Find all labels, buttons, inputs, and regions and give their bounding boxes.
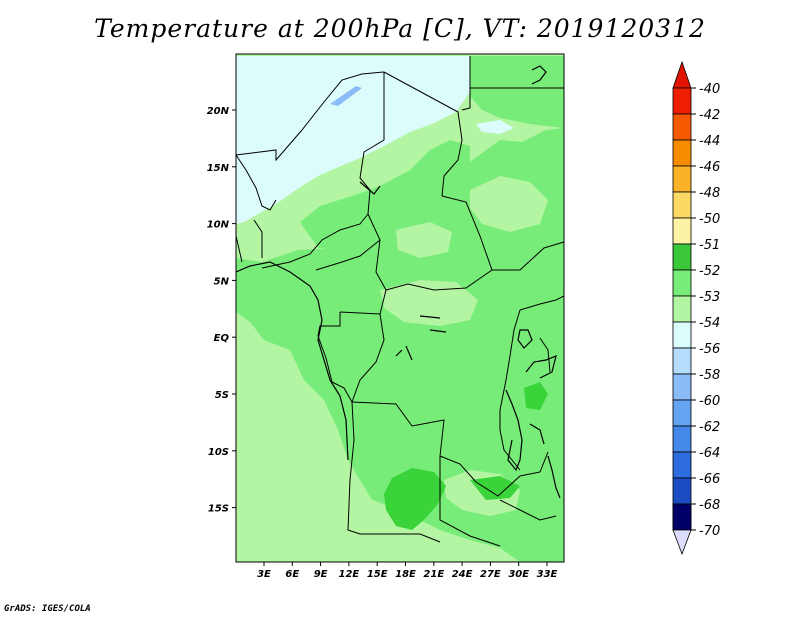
map-frame [235,53,565,563]
lon-tick-label: 21E [423,569,444,580]
lat-tick-label: EQ [214,333,230,344]
colorbar-top-triangle [672,60,692,89]
colorbar-label: -46 [699,160,720,175]
country-borders [236,56,564,547]
lon-tick-label: 12E [339,569,360,580]
field-region-m52-northeast [470,56,564,128]
colorbar-swatch [672,243,692,271]
colorbar-label: -62 [699,420,720,435]
field-region-m54-small [476,120,514,134]
colorbar-label: -52 [699,264,720,279]
longitude-axis: 3E 6E 9E 12E 15E 18E 21E 24E 27E 30E 33E [257,562,558,580]
colorbar-label: -70 [699,524,720,539]
coastlines-and-lakes [236,65,561,499]
lat-tick-label: 5S [215,390,229,401]
field-region-m53-patch-a [380,280,478,326]
colorbar-swatch [672,373,692,401]
colorbar-label: -66 [699,472,720,487]
field-region-m53-patch-b [396,222,452,258]
lat-tick-label: 5N [214,276,230,287]
field-lake-feature [330,86,362,106]
colorbar-swatch [672,165,692,193]
colorbar-swatch [672,451,692,479]
field-region-m52-central [236,128,564,562]
lon-tick-label: 3E [257,569,271,580]
field-region-m51-southeast [470,476,520,500]
colorbar-swatch [672,217,692,245]
colorbar-label: -51 [699,238,720,253]
colorbar-label: -48 [699,186,720,201]
colorbar: -40 -42 -44 -46 -48 -50 -51 -52 -53 -54 -56 -58 -60 -… [672,60,720,556]
colorbar-swatch [672,425,692,453]
lon-tick-label: 30E [508,569,529,580]
field-region-m51-south [384,468,446,530]
temperature-field [236,54,564,562]
lon-tick-label: 18E [395,569,416,580]
colorbar-swatch [672,503,692,531]
colorbar-label: -68 [699,498,720,513]
colorbar-label: -50 [699,212,720,227]
lon-tick-label: 9E [314,569,328,580]
field-region-m51-east [524,382,548,410]
colorbar-label: -64 [699,446,720,461]
lat-tick-label: 20N [207,106,230,117]
colorbar-swatch [672,477,692,505]
colorbar-label: -42 [699,108,720,123]
colorbar-swatch [672,399,692,427]
field-region-m54-northwest [236,56,470,224]
lat-tick-label: 15S [208,504,229,515]
lon-tick-label: 6E [285,569,299,580]
lon-tick-label: 27E [480,569,501,580]
colorbar-label: -54 [699,316,720,331]
colorbar-label: -40 [699,82,720,97]
field-region-m53-west [236,330,344,562]
lat-tick-label: 15N [207,163,230,174]
lat-tick-label: 10S [208,447,229,458]
field-region-m53-patch-c [470,176,548,232]
latitude-axis: 20N 15N 10N 5N EQ 5S 10S 15S [207,106,236,515]
field-region-m52-north [300,140,470,250]
colorbar-swatch [672,191,692,219]
lon-tick-label: 33E [537,569,558,580]
colorbar-swatch [672,321,692,349]
credit-text: GrADS: IGES/COLA [4,604,91,614]
colorbar-swatch [672,347,692,375]
lon-tick-label: 15E [367,569,388,580]
lat-tick-label: 10N [207,220,230,231]
colorbar-bottom-triangle [672,529,692,556]
colorbar-swatch [672,269,692,297]
colorbar-label: -44 [699,134,720,149]
colorbar-swatch [672,295,692,323]
colorbar-label: -56 [699,342,720,357]
colorbar-swatch [672,87,692,115]
lon-tick-label: 24E [452,569,473,580]
colorbar-label: -60 [699,394,720,409]
colorbar-label: -53 [699,290,720,305]
map-title: Temperature at 200hPa [C], VT: 201912031… [94,14,706,43]
colorbar-swatch [672,113,692,141]
colorbar-label: -58 [699,368,720,383]
colorbar-swatch [672,139,692,167]
